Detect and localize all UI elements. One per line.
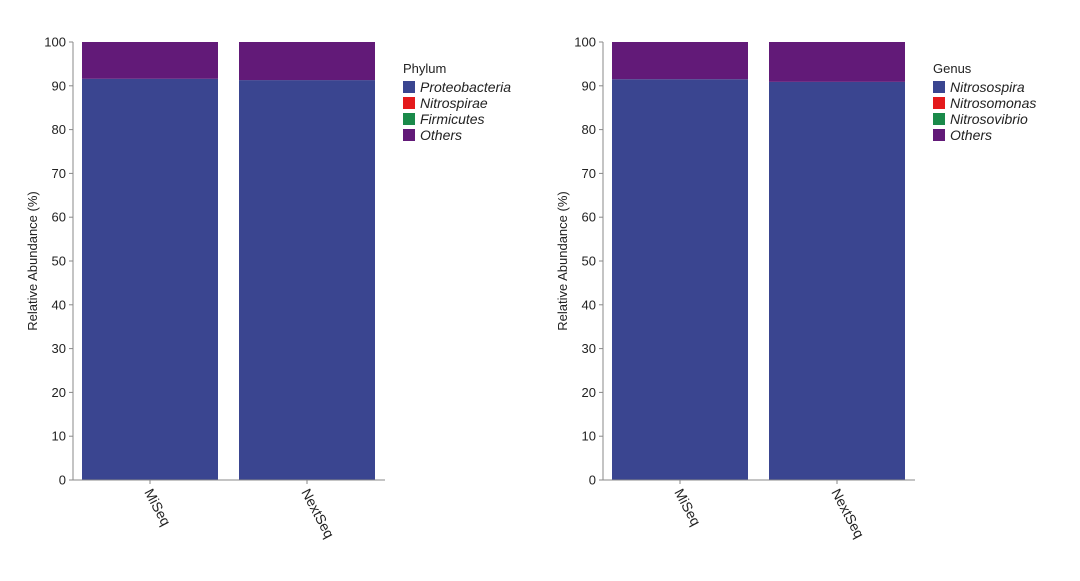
y-tick-label: 70 [52, 166, 66, 181]
legend-title: Phylum [403, 61, 446, 76]
bar-miseq-proteobacteria [82, 78, 218, 481]
legend-swatch [933, 129, 945, 141]
legend-swatch [403, 129, 415, 141]
y-tick-label: 30 [582, 341, 596, 356]
y-tick-label: 80 [52, 122, 66, 137]
legend-swatch [933, 81, 945, 93]
y-tick-label: 90 [52, 78, 66, 93]
y-tick-label: 30 [52, 341, 66, 356]
bar-miseq-nitrosospira [612, 79, 748, 480]
y-tick-label: 60 [582, 210, 596, 225]
y-tick-label: 20 [52, 385, 66, 400]
y-tick-label: 10 [52, 429, 66, 444]
bar-nextseq-nitrosospira [769, 81, 905, 480]
bar-nextseq-others [769, 42, 905, 82]
legend-swatch [403, 97, 415, 109]
legend-swatch [933, 113, 945, 125]
legend-label: Others [950, 127, 992, 143]
y-tick-label: 90 [582, 78, 596, 93]
bar-miseq-others [612, 42, 748, 80]
legend-label: Nitrospirae [420, 95, 488, 111]
y-tick-label: 50 [582, 254, 596, 269]
legend-label: Others [420, 127, 462, 143]
y-axis-label: Relative Abundance (%) [555, 191, 570, 330]
y-tick-label: 0 [589, 473, 596, 488]
y-tick-label: 80 [582, 122, 596, 137]
legend-swatch [403, 113, 415, 125]
bar-nextseq-proteobacteria [239, 80, 375, 480]
legend-label: Firmicutes [420, 111, 485, 127]
legend-title: Genus [933, 61, 972, 76]
legend-swatch [933, 97, 945, 109]
x-tick-label: NextSeq [828, 486, 867, 541]
chart-1: MiSeq NextSeq 0 10 20 30 40 50 60 70 80 90 100 Relati… [25, 35, 511, 541]
x-tick-label: MiSeq [671, 486, 704, 529]
legend-label: Nitrosovibrio [950, 111, 1028, 127]
bar-miseq-others [82, 42, 218, 79]
y-tick-label: 60 [52, 210, 66, 225]
legend-label: Nitrosospira [950, 79, 1025, 95]
x-tick-label: MiSeq [141, 486, 174, 529]
y-tick-label: 10 [582, 429, 596, 444]
y-axis-label: Relative Abundance (%) [25, 191, 40, 330]
y-tick-label: 100 [574, 35, 596, 50]
legend-label: Nitrosomonas [950, 95, 1036, 111]
y-tick-label: 20 [582, 385, 596, 400]
y-tick-label: 40 [582, 297, 596, 312]
chart-2: MiSeq NextSeq 0 10 20 30 40 50 60 70 80 90 100 Relati… [555, 35, 1036, 541]
legend-label: Proteobacteria [420, 79, 511, 95]
y-tick-label: 40 [52, 297, 66, 312]
y-tick-label: 70 [582, 166, 596, 181]
y-tick-label: 50 [52, 254, 66, 269]
legend-swatch [403, 81, 415, 93]
y-tick-label: 0 [59, 473, 66, 488]
x-tick-label: NextSeq [298, 486, 337, 541]
bar-nextseq-others [239, 42, 375, 81]
y-tick-label: 100 [44, 35, 66, 50]
